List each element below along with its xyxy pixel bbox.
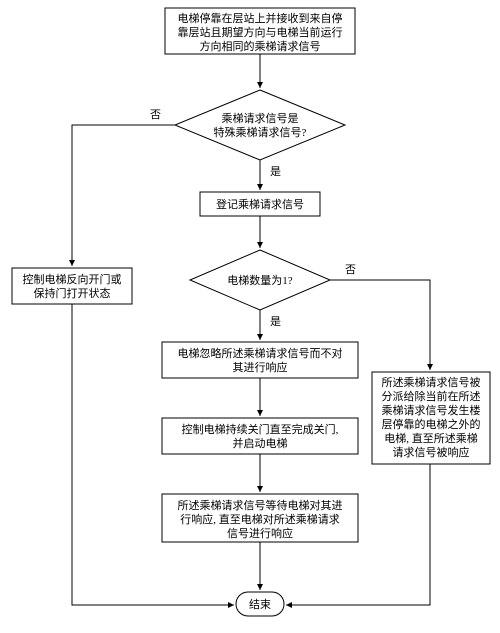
- d2-no-label: 否: [345, 264, 356, 276]
- d1-line1: 乘梯请求信号是: [222, 112, 299, 125]
- wait-line2: 行响应, 直至电梯对所述乘梯请求: [180, 512, 340, 526]
- dispatch-line3: 乘梯请求信号发生楼: [382, 403, 481, 417]
- edge-d2-dispatch: [330, 280, 430, 370]
- dispatch-line4: 层停靠的电梯之外的: [382, 417, 481, 431]
- node-closedoor: 控制电梯持续关门直至完成关门, 并启动电梯: [162, 418, 358, 454]
- wait-line1: 所述乘梯请求信号等待电梯对其进: [178, 498, 343, 512]
- d1-line2: 特殊乘梯请求信号?: [214, 125, 307, 139]
- close-line1: 控制电梯持续关门直至完成关门,: [182, 422, 339, 436]
- d2-line1: 电梯数量为1?: [227, 274, 292, 287]
- start-line2: 靠层站且期望方向与电梯当前运行: [178, 25, 343, 39]
- node-ignore: 电梯忽略所述乘梯请求信号而不对 其进行响应: [162, 342, 358, 378]
- node-dispatch: 所述乘梯请求信号被 分派给除当前在所述 乘梯请求信号发生楼 层停靠的电梯之外的 …: [372, 372, 490, 464]
- end-line1: 结束: [249, 598, 271, 611]
- register-line1: 登记乘梯请求信号: [216, 197, 304, 211]
- flowchart-canvas: 电梯停靠在层站上并接收到来自停 靠层站且期望方向与电梯当前运行 方向相同的乘梯请…: [0, 0, 500, 633]
- start-line3: 方向相同的乘梯请求信号: [200, 39, 321, 53]
- leftbox-line1: 控制电梯反向开门或: [23, 272, 122, 286]
- d2-yes-label: 是: [270, 315, 281, 328]
- dispatch-line5: 电梯, 直至所述乘梯: [384, 431, 478, 445]
- leftbox-line2: 保持门打开状态: [34, 286, 111, 300]
- dispatch-line1: 所述乘梯请求信号被: [382, 376, 481, 389]
- start-line1: 电梯停靠在层站上并接收到来自停: [178, 11, 343, 25]
- ignore-line1: 电梯忽略所述乘梯请求信号而不对: [178, 346, 343, 360]
- ignore-line2: 其进行响应: [233, 360, 288, 374]
- dispatch-line2: 分派给除当前在所述: [382, 389, 481, 403]
- node-wait: 所述乘梯请求信号等待电梯对其进 行响应, 直至电梯对所述乘梯请求 信号进行响应: [162, 494, 358, 542]
- close-line2: 并启动电梯: [233, 436, 288, 450]
- dispatch-line6: 请求信号被响应: [393, 445, 470, 459]
- node-decision2: 电梯数量为1?: [190, 250, 330, 310]
- edge-d1-leftbox: [72, 125, 175, 266]
- wait-line3: 信号进行响应: [227, 526, 293, 540]
- node-register: 登记乘梯请求信号: [200, 192, 320, 216]
- node-end: 结束: [236, 592, 284, 616]
- d1-yes-label: 是: [270, 165, 281, 178]
- node-start: 电梯停靠在层站上并接收到来自停 靠层站且期望方向与电梯当前运行 方向相同的乘梯请…: [165, 8, 355, 54]
- node-decision1: 乘梯请求信号是 特殊乘梯请求信号?: [175, 90, 345, 160]
- node-leftbox: 控制电梯反向开门或 保持门打开状态: [12, 268, 132, 304]
- d1-no-label: 否: [150, 109, 161, 121]
